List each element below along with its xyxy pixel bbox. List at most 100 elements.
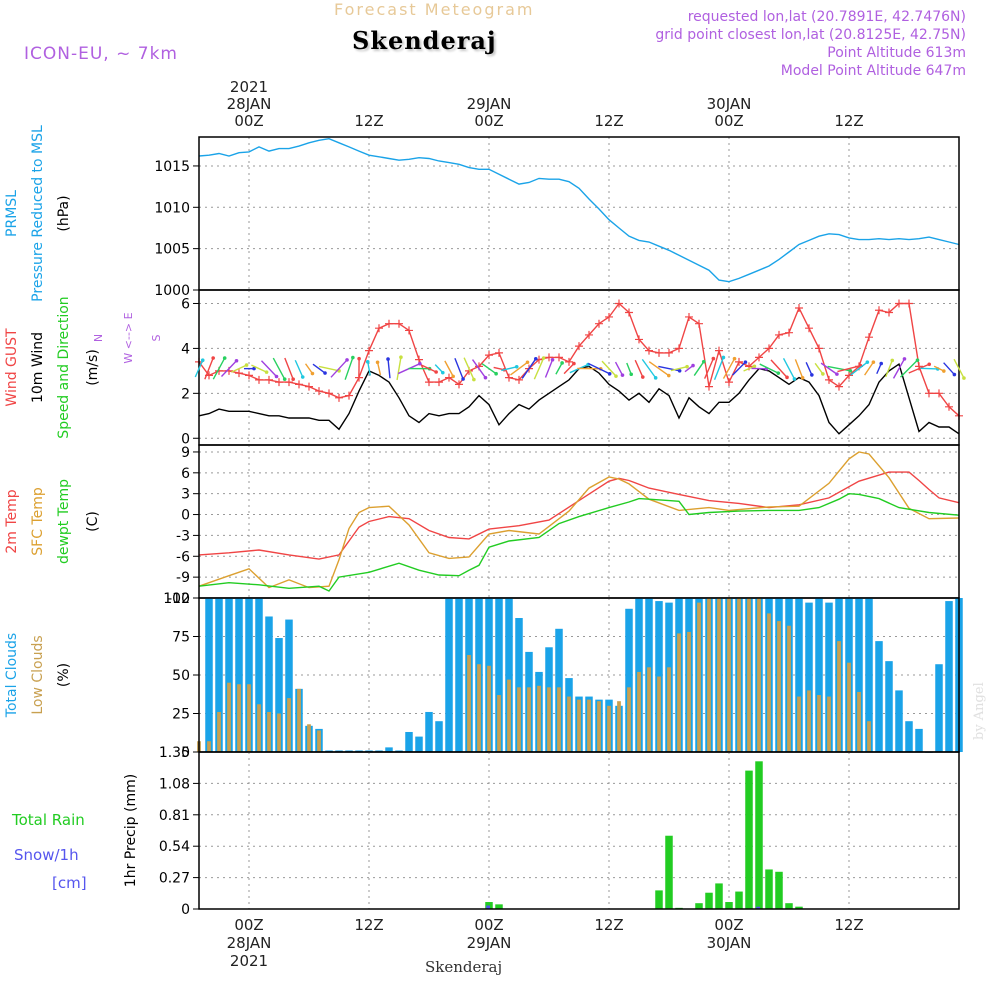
gust-marker (825, 375, 833, 384)
rain-bar (715, 883, 723, 909)
total-cloud-bar (945, 601, 953, 752)
wind-arrow (533, 357, 545, 380)
gust-marker (275, 378, 283, 387)
y-tick-label: 1.08 (159, 776, 190, 792)
wind-arrow (454, 357, 464, 380)
wind-arrow-head (743, 360, 748, 364)
time-label-top: 12Z (834, 112, 863, 130)
low-cloud-bar (517, 687, 521, 752)
wind-arrow (626, 362, 632, 375)
gust-marker (685, 312, 693, 321)
gust-marker (935, 389, 943, 398)
low-cloud-bar (657, 676, 661, 752)
series-line-dewpt-temp (198, 492, 960, 592)
wind-arrow-head (871, 360, 876, 364)
panel-frame (198, 444, 960, 599)
panel-label: 10m Wind (30, 332, 46, 403)
rain-bar (495, 904, 503, 909)
y-tick-label: 6 (181, 466, 190, 482)
total-cloud-bar (935, 664, 943, 752)
gust-marker (405, 326, 413, 335)
requested-coords: requested lon,lat (20.7891E, 42.7476N) (687, 9, 966, 25)
time-label-top: 12Z (354, 112, 383, 130)
wind-arrow-head (483, 375, 488, 380)
wind-compass: N W <--> E S (92, 312, 163, 363)
time-label-bottom: 00Z (714, 916, 743, 934)
time-label-top: 00Z (714, 112, 743, 130)
gridpoint-coords: grid point closest lon,lat (20.8125E, 42… (655, 27, 966, 43)
wind-arrow-head (810, 373, 814, 377)
time-label-bottom: 29JAN (467, 934, 512, 952)
total-cloud-bar (895, 690, 903, 752)
low-cloud-bar (597, 701, 601, 752)
wind-arrow-head (472, 377, 476, 382)
low-cloud-bar (637, 671, 641, 752)
rain-bar (735, 891, 743, 909)
low-cloud-bar (227, 682, 231, 752)
wind-arrow (641, 358, 657, 379)
gust-marker (675, 344, 683, 353)
y-tick-label: 0.54 (159, 839, 190, 855)
panel-wind: 0 2 4 6 Wind GUST 10m Wind Speed and Direction… (4, 289, 963, 447)
wind-arrow (876, 363, 882, 375)
total-cloud-bar (385, 747, 393, 752)
credit-watermark: by Angel (972, 682, 987, 740)
wind-arrow (820, 362, 838, 375)
y-tick-label: 100 (163, 591, 190, 607)
wind-arrow (471, 359, 487, 379)
panel-label: Pressure Reduced to MSL (30, 125, 46, 302)
wind-arrow (953, 358, 965, 379)
gust-marker (645, 346, 653, 355)
gust-marker (785, 328, 793, 337)
low-cloud-bar (707, 598, 711, 752)
wind-arrow-head (792, 377, 797, 381)
y-tick-label: -3 (176, 528, 190, 544)
y-tick-label: 50 (172, 668, 190, 684)
wind-arrow (260, 360, 278, 377)
total-cloud-bar (205, 598, 213, 752)
snow-bar (756, 906, 760, 909)
low-cloud-bar (667, 667, 671, 752)
gust-marker (265, 375, 273, 384)
y-tick-label: 1015 (154, 159, 190, 175)
low-cloud-bar (837, 641, 841, 752)
low-cloud-bar (767, 613, 771, 752)
wind-arrow (703, 358, 715, 379)
panel-frame (198, 136, 960, 291)
time-label-top: 29JAN (467, 95, 512, 113)
wind-arrow-head (560, 361, 564, 365)
gust-marker (615, 299, 623, 308)
wind-arrow-head (525, 360, 530, 365)
gust-marker (635, 335, 643, 344)
y-tick-label: -6 (176, 549, 190, 565)
y-tick-label: 1005 (154, 242, 190, 258)
y-tick-label: 75 (172, 630, 190, 646)
wind-arrow (794, 359, 804, 379)
wind-arrows (194, 355, 966, 382)
total-cloud-bar (795, 598, 803, 752)
total-cloud-bar (865, 598, 873, 752)
total-cloud-bar (825, 602, 833, 752)
total-cloud-bar (365, 750, 373, 752)
wind-arrow-head (752, 364, 757, 369)
wind-arrow-head (890, 358, 895, 363)
y-tick-label: 0 (181, 508, 190, 524)
low-cloud-bar (627, 687, 631, 752)
y-tick-label: -12 (167, 591, 190, 607)
low-cloud-bar (697, 602, 701, 752)
wind-arrow (920, 367, 938, 370)
wind-arrow-head (785, 375, 789, 380)
wind-arrow-head (494, 371, 498, 376)
low-cloud-bar (777, 621, 781, 752)
gust-marker (365, 346, 373, 355)
panel-frame (198, 289, 960, 446)
wind-arrow (367, 361, 371, 376)
gust-marker (245, 371, 253, 380)
wind-arrow (892, 358, 906, 379)
wind-arrow (231, 364, 247, 373)
legend-total-rain: Total Rain (11, 811, 85, 829)
low-cloud-bar (247, 684, 251, 752)
low-cloud-bar (477, 664, 481, 752)
wind-arrow (318, 365, 340, 372)
gust-marker (255, 375, 263, 384)
